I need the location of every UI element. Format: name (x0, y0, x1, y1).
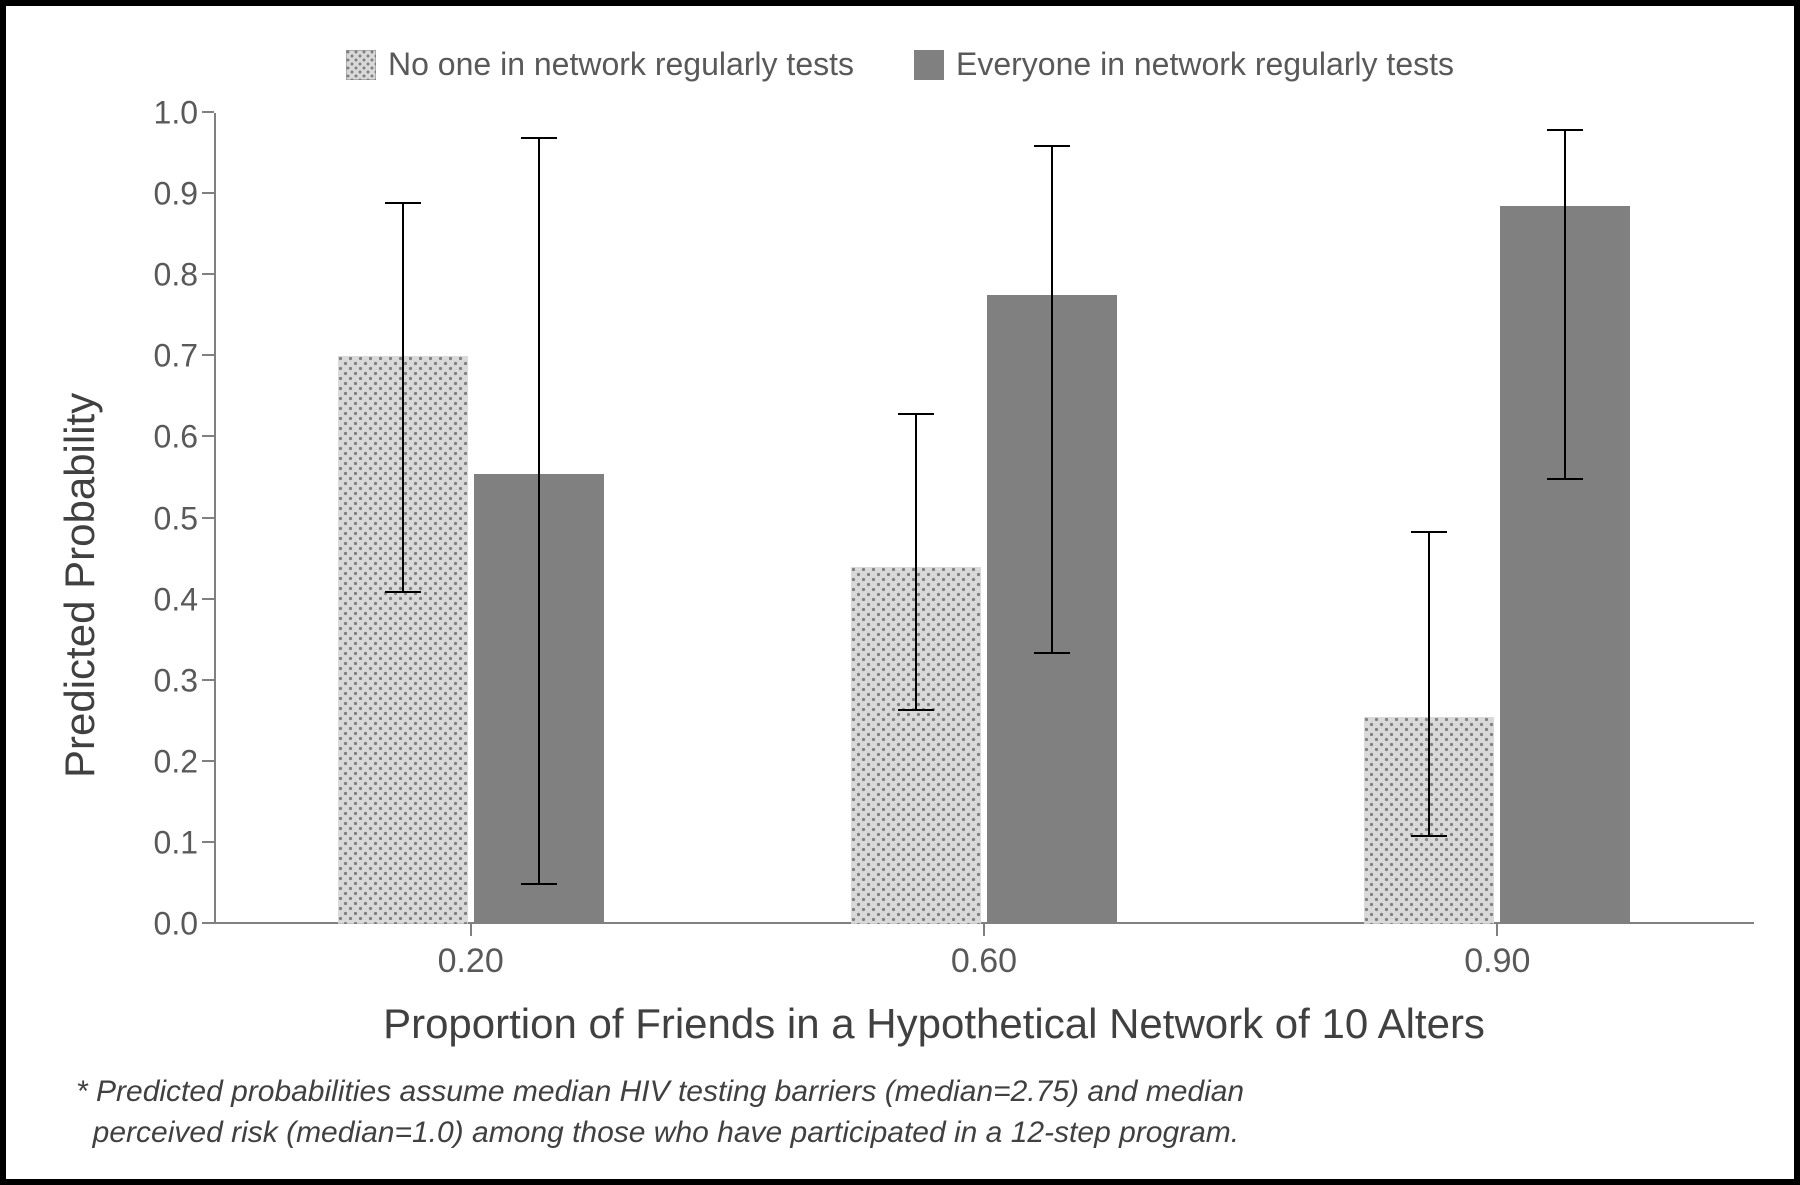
x-axis-label: Proportion of Friends in a Hypothetical … (114, 1000, 1754, 1048)
error-bar (402, 202, 404, 591)
footnote: * Predicted probabilities assume median … (46, 1058, 1754, 1159)
chart-body: Predicted Probability 0.0 0.1 0.2 0.3 0.4 0.5… (46, 113, 1754, 1058)
error-cap-top (385, 202, 421, 204)
x-axis-ticks: 0.20 0.60 0.90 (214, 924, 1754, 994)
footnote-line2: perceived risk (median=1.0) among those … (76, 1116, 1239, 1149)
y-tick-mark (202, 598, 214, 600)
x-tick-label: 0.20 (438, 942, 504, 981)
bar-group (1364, 113, 1630, 924)
y-tick-mark (202, 922, 214, 924)
bars-region (214, 113, 1754, 924)
legend-swatch-b (914, 50, 944, 80)
y-tick-label: 0.0 (154, 906, 198, 943)
y-tick-label: 0.8 (154, 257, 198, 294)
error-bar (915, 413, 917, 709)
y-axis-label: Predicted Probability (46, 113, 114, 1058)
y-tick-mark (202, 111, 214, 113)
plot-column: 0.00.10.20.30.40.50.60.70.80.91.0 0.200.… (114, 113, 1754, 1058)
error-bar (1428, 531, 1430, 835)
x-tick-mark (1496, 924, 1498, 936)
y-tick-label: 1.0 (154, 95, 198, 132)
y-tick-mark (202, 435, 214, 437)
y-tick-label: 0.5 (154, 500, 198, 537)
y-tick-mark (202, 760, 214, 762)
legend-label-a: No one in network regularly tests (388, 46, 854, 83)
bar-group (338, 113, 604, 924)
error-cap-bottom (521, 883, 557, 885)
footnote-line1: * Predicted probabilities assume median … (76, 1075, 1244, 1108)
legend-swatch-a (346, 50, 376, 80)
error-cap-top (1411, 531, 1447, 533)
legend-item-a: No one in network regularly tests (346, 46, 854, 83)
y-tick-label: 0.1 (154, 824, 198, 861)
y-tick-mark (202, 273, 214, 275)
error-cap-bottom (1411, 835, 1447, 837)
error-cap-top (898, 413, 934, 415)
x-tick-label: 0.90 (1464, 942, 1530, 981)
y-tick-mark (202, 841, 214, 843)
error-cap-bottom (385, 591, 421, 593)
error-cap-bottom (1034, 652, 1070, 654)
legend-item-b: Everyone in network regularly tests (914, 46, 1454, 83)
legend: No one in network regularly tests Everyo… (46, 46, 1754, 83)
bar-group (851, 113, 1117, 924)
error-cap-top (521, 137, 557, 139)
y-tick-label: 0.3 (154, 662, 198, 699)
y-tick-mark (202, 354, 214, 356)
y-tick-mark (202, 192, 214, 194)
error-cap-bottom (1547, 478, 1583, 480)
error-cap-bottom (898, 709, 934, 711)
error-bar (1564, 129, 1566, 478)
y-tick-label: 0.9 (154, 176, 198, 213)
y-tick-mark (202, 679, 214, 681)
x-tick-mark (470, 924, 472, 936)
error-bar (538, 137, 540, 883)
y-axis: 0.00.10.20.30.40.50.60.70.80.91.0 (124, 113, 214, 924)
y-tick-label: 0.6 (154, 419, 198, 456)
y-tick-mark (202, 517, 214, 519)
y-tick-label: 0.2 (154, 743, 198, 780)
error-cap-top (1547, 129, 1583, 131)
y-tick-label: 0.4 (154, 581, 198, 618)
error-cap-top (1034, 145, 1070, 147)
error-bar (1051, 145, 1053, 652)
x-tick-mark (983, 924, 985, 936)
x-tick-label: 0.60 (951, 942, 1017, 981)
legend-label-b: Everyone in network regularly tests (956, 46, 1454, 83)
chart-container: No one in network regularly tests Everyo… (0, 0, 1800, 1185)
plot-area: 0.00.10.20.30.40.50.60.70.80.91.0 (124, 113, 1754, 924)
y-tick-label: 0.7 (154, 338, 198, 375)
